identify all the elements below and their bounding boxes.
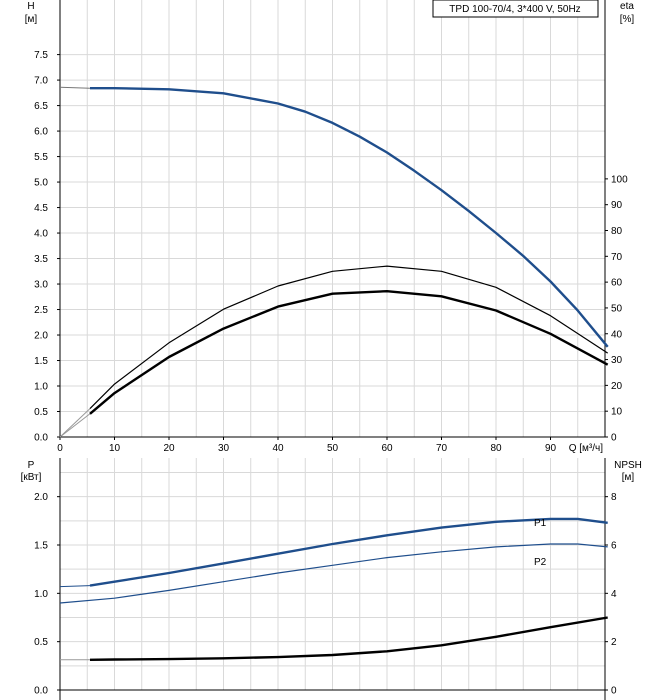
y-tick-label: 1.0 — [34, 589, 48, 600]
y2-axis-label: eta — [620, 1, 634, 12]
y2-tick-label: 20 — [611, 381, 623, 392]
head-extrapolation-line — [59, 86, 90, 89]
y2-tick-label: 10 — [611, 407, 623, 418]
y-tick-label: 7.0 — [34, 76, 48, 87]
y-tick-label: 3.5 — [34, 254, 48, 265]
y2-tick-label: 6 — [611, 541, 617, 552]
y-tick-label: 4.5 — [34, 203, 48, 214]
y-tick-label: 7.5 — [34, 50, 48, 61]
title-box — [432, 0, 599, 18]
y-axis-unit: [кВт] — [21, 472, 42, 483]
p2-series-label: P2 — [534, 557, 547, 568]
x-tick-label: 30 — [218, 443, 230, 454]
y2-axis-unit: [%] — [620, 14, 635, 25]
y2-tick-label: 8 — [611, 492, 617, 503]
y2-tick-label: 50 — [611, 303, 623, 314]
y-tick-label: 0.5 — [34, 637, 48, 648]
x-tick-label: 0 — [57, 443, 63, 454]
y2-tick-label: 0 — [611, 686, 617, 697]
y2-tick-label: 60 — [611, 278, 623, 289]
x-tick-label: 60 — [381, 443, 393, 454]
eta-pump-extrapolation-line — [59, 413, 91, 438]
x-tick-label: 90 — [545, 443, 557, 454]
x-tick-label: 50 — [327, 443, 339, 454]
eta-extrapolation-line — [59, 408, 91, 438]
x-tick-label: 10 — [109, 443, 121, 454]
x-axis-label: Q [м³/ч] — [569, 443, 604, 454]
p1-extrapolation-line — [59, 585, 90, 588]
y2-axis-label: NPSH — [614, 460, 642, 471]
y-tick-label: 5.5 — [34, 152, 48, 163]
y2-tick-label: 40 — [611, 329, 623, 340]
y-tick-label: 3.0 — [34, 280, 48, 291]
y2-tick-label: 100 — [611, 174, 628, 185]
x-tick-label: 40 — [272, 443, 284, 454]
y-tick-label: 4.0 — [34, 229, 48, 240]
y-axis-label: P — [28, 460, 35, 471]
eta-curve — [89, 265, 609, 410]
p1-series-label: P1 — [534, 518, 547, 529]
y-tick-label: 6.5 — [34, 101, 48, 112]
y-tick-label: 1.5 — [34, 356, 48, 367]
y-tick-label: 2.0 — [34, 331, 48, 342]
head-curve — [90, 86, 609, 348]
y-tick-label: 1.0 — [34, 382, 48, 393]
x-tick-label: 20 — [163, 443, 175, 454]
y2-axis-unit: [м] — [622, 472, 635, 483]
y-tick-label: 2.5 — [34, 305, 48, 316]
y-tick-label: 0.5 — [34, 407, 48, 418]
y2-tick-label: 4 — [611, 589, 617, 600]
eta-pump-curve — [89, 290, 609, 415]
y-tick-label: 0.0 — [34, 686, 48, 697]
y-axis-label: H — [27, 1, 34, 12]
y-tick-label: 0.0 — [34, 433, 48, 444]
x-tick-label: 70 — [436, 443, 448, 454]
y2-tick-label: 0 — [611, 433, 617, 444]
y2-tick-label: 90 — [611, 200, 623, 211]
y2-tick-label: 80 — [611, 226, 623, 237]
y2-tick-label: 70 — [611, 252, 623, 263]
p1-curve — [89, 517, 608, 587]
npsh-curve — [89, 616, 608, 661]
p2-curve — [59, 543, 608, 604]
y2-tick-label: 2 — [611, 637, 617, 648]
y-tick-label: 6.0 — [34, 127, 48, 138]
y-tick-label: 5.0 — [34, 178, 48, 189]
y2-tick-label: 30 — [611, 355, 623, 366]
x-tick-label: 80 — [490, 443, 502, 454]
y-tick-label: 1.5 — [34, 541, 48, 552]
y-tick-label: 2.0 — [34, 492, 48, 503]
chart-title: TPD 100-70/4, 3*400 V, 50Hz — [449, 4, 580, 15]
y-axis-unit: [м] — [25, 14, 38, 25]
